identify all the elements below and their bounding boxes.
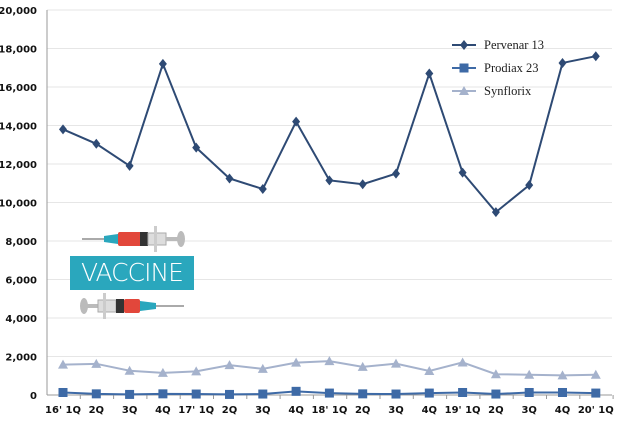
y-tick-label: 6,000 [5,276,37,287]
data-point-pervenar-13 [92,138,101,149]
x-tick-label: 2Q [89,405,104,416]
legend-label-prodiax-23: Prodiax 23 [484,61,539,75]
data-point-synflorix [424,365,435,375]
data-point-pervenar-13 [358,179,367,190]
data-point-synflorix [91,358,102,368]
data-point-prodiax-23 [491,389,501,399]
data-point-prodiax-23 [324,388,334,398]
x-tick-label: 19' 1Q [445,405,481,416]
data-point-prodiax-23 [58,387,68,397]
legend-marker-synflorix [459,86,469,95]
y-tick-label: 8,000 [5,237,37,248]
data-point-pervenar-13 [325,175,334,186]
data-point-pervenar-13 [591,51,600,62]
data-point-pervenar-13 [225,173,234,184]
data-point-synflorix [191,366,202,376]
x-tick-label: 4Q [555,405,570,416]
data-point-pervenar-13 [558,57,567,68]
data-point-prodiax-23 [458,387,468,397]
data-point-pervenar-13 [158,58,167,69]
x-tick-label: 2Q [355,405,370,416]
y-tick-label: 12,000 [0,160,37,171]
x-tick-label: 4Q [155,405,170,416]
x-tick-label: 4Q [288,405,303,416]
data-point-prodiax-23 [391,389,401,399]
y-tick-label: 10,000 [0,199,37,210]
y-tick-label: 2,000 [5,353,37,364]
series-line-pervenar-13 [62,55,596,214]
data-point-prodiax-23 [558,387,567,397]
x-tick-label: 3Q [122,405,137,416]
data-point-pervenar-13 [425,68,434,79]
data-point-synflorix [58,359,68,369]
x-tick-label: 16' 1Q [45,405,81,416]
data-point-pervenar-13 [59,124,67,135]
data-point-synflorix [590,369,601,379]
y-tick-label: 20,000 [0,6,37,17]
x-tick-label: 3Q [388,405,403,416]
y-tick-label: 0 [30,391,37,402]
legend-marker-prodiax-23 [459,63,469,73]
data-point-synflorix [490,369,501,379]
data-point-synflorix [157,367,168,377]
x-tick-label: 2Q [222,405,237,416]
data-point-prodiax-23 [424,388,434,398]
data-point-prodiax-23 [158,389,168,399]
data-point-synflorix [257,363,268,373]
y-tick-label: 18,000 [0,45,37,56]
x-tick-label: 3Q [255,405,270,416]
x-tick-label: 17' 1Q [178,405,214,416]
data-point-synflorix [524,369,535,379]
data-point-pervenar-13 [525,180,534,191]
data-point-prodiax-23 [258,389,268,399]
data-point-synflorix [357,361,368,371]
data-point-prodiax-23 [291,386,301,396]
data-point-prodiax-23 [225,389,234,399]
y-tick-label: 14,000 [0,122,37,133]
data-point-prodiax-23 [191,389,201,399]
data-point-pervenar-13 [192,142,201,153]
data-point-pervenar-13 [491,207,500,218]
x-tick-label: 20' 1Q [578,405,614,416]
data-point-pervenar-13 [292,116,301,127]
data-point-synflorix [457,357,468,367]
data-point-synflorix [324,356,335,366]
x-tick-label: 4Q [422,405,437,416]
y-tick-label: 16,000 [0,83,37,94]
data-point-synflorix [291,357,302,367]
data-point-prodiax-23 [524,387,534,397]
x-tick-label: 3Q [521,405,536,416]
data-point-prodiax-23 [358,389,368,399]
data-point-prodiax-23 [91,389,101,399]
legend-label-pervenar-13: Pervenar 13 [484,38,544,52]
y-tick-label: 4,000 [5,314,37,325]
data-point-synflorix [224,360,235,370]
data-point-pervenar-13 [392,168,400,179]
x-tick-label: 18' 1Q [311,405,347,416]
data-point-pervenar-13 [458,167,467,178]
data-point-synflorix [391,358,401,368]
data-point-pervenar-13 [258,184,267,195]
vaccine-banner: VACCINE [70,256,194,290]
data-point-prodiax-23 [125,389,135,399]
x-tick-label: 2Q [488,405,503,416]
legend-label-synflorix: Synflorix [484,84,532,98]
data-point-synflorix [124,365,135,375]
data-point-prodiax-23 [591,388,601,398]
legend-marker-pervenar-13 [460,40,468,50]
data-point-synflorix [557,370,568,380]
data-point-pervenar-13 [125,160,134,171]
